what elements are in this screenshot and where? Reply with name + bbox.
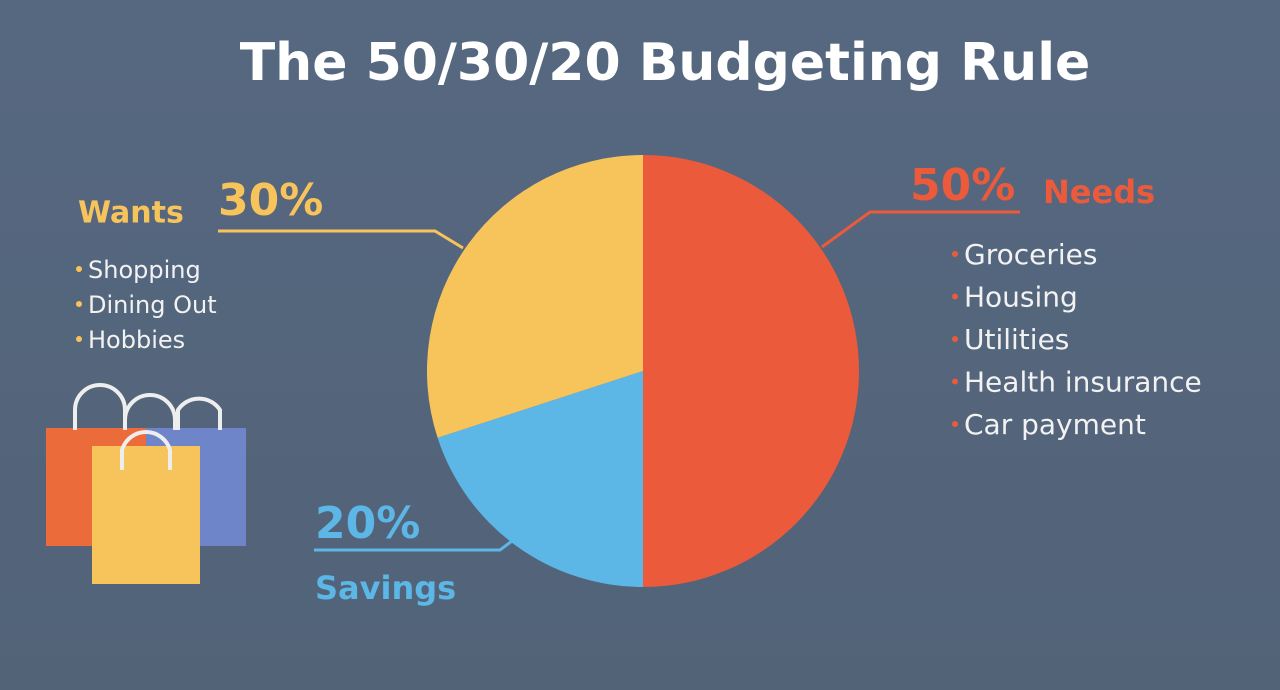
shopping-bags bbox=[46, 383, 246, 584]
bullet bbox=[952, 293, 958, 300]
leader-line bbox=[218, 229, 464, 250]
bullet bbox=[952, 421, 958, 427]
value-label: 20% bbox=[315, 498, 420, 549]
list-item: Shopping bbox=[88, 256, 201, 284]
pie-slice bbox=[437, 371, 643, 587]
list-item: Car payment bbox=[964, 408, 1146, 441]
pie-slice bbox=[426, 155, 643, 438]
value-label: 50% bbox=[910, 160, 1015, 211]
list-item: Groceries bbox=[964, 238, 1097, 271]
list-item: Hobbies bbox=[88, 326, 185, 354]
bullet bbox=[76, 266, 82, 272]
bullet bbox=[952, 336, 958, 342]
bullet bbox=[952, 251, 958, 257]
value-label: 30% bbox=[218, 175, 323, 226]
chart-title: The 50/30/20 Budgeting Rule bbox=[240, 33, 1091, 93]
category-label: Wants bbox=[78, 196, 184, 231]
bullet bbox=[76, 336, 82, 342]
category-label: Needs bbox=[1043, 173, 1155, 211]
leader-line bbox=[821, 210, 1020, 249]
leader-line bbox=[314, 539, 513, 552]
bullet bbox=[76, 301, 82, 307]
list-item: Health insurance bbox=[964, 366, 1202, 399]
category-label: Savings bbox=[315, 569, 456, 607]
list-item: Utilities bbox=[964, 323, 1069, 356]
list-item: Housing bbox=[964, 281, 1078, 314]
bullet bbox=[952, 378, 958, 385]
list-item: Dining Out bbox=[88, 291, 217, 319]
pie-slice bbox=[643, 155, 859, 587]
